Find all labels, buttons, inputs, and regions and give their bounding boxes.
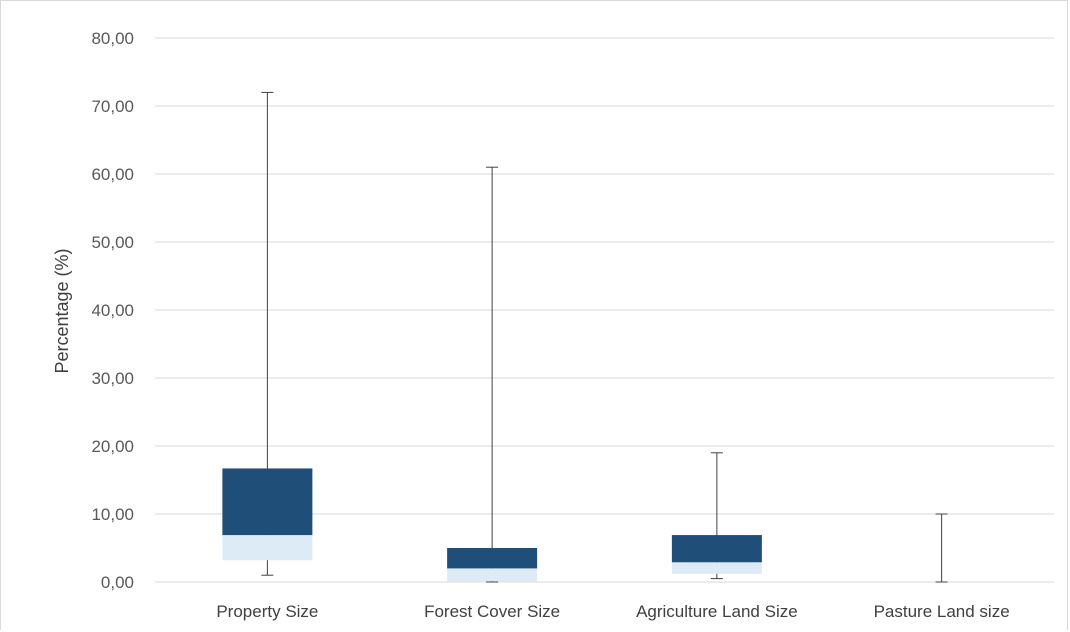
x-category-label: Forest Cover Size bbox=[424, 602, 560, 621]
y-tick-label: 10,00 bbox=[91, 505, 134, 524]
y-tick-label: 70,00 bbox=[91, 97, 134, 116]
y-tick-label: 20,00 bbox=[91, 437, 134, 456]
box-lower-quartile bbox=[447, 568, 538, 582]
box-3 bbox=[671, 452, 762, 580]
x-category-labels: Property Size Forest Cover Size Agricultur… bbox=[216, 602, 1009, 621]
box-4 bbox=[935, 513, 948, 583]
box-lower-quartile bbox=[671, 562, 762, 574]
y-tick-label: 40,00 bbox=[91, 301, 134, 320]
x-category-label: Agriculture Land Size bbox=[636, 602, 798, 621]
box-1 bbox=[222, 91, 313, 576]
x-category-label: Pasture Land size bbox=[874, 602, 1010, 621]
y-tick-label: 50,00 bbox=[91, 233, 134, 252]
y-tick-labels: 0,00 10,00 20,00 30,00 40,00 50,00 60,00 70,00 8… bbox=[91, 29, 134, 592]
y-tick-label: 30,00 bbox=[91, 369, 134, 388]
box-upper-quartile bbox=[671, 535, 762, 563]
x-category-label: Property Size bbox=[216, 602, 318, 621]
box-upper-quartile bbox=[447, 548, 538, 569]
y-tick-label: 60,00 bbox=[91, 165, 134, 184]
y-axis-title: Percentage (%) bbox=[52, 248, 72, 373]
box-series bbox=[222, 91, 948, 583]
box-lower-quartile bbox=[222, 535, 313, 561]
y-tick-label: 0,00 bbox=[101, 573, 134, 592]
box-upper-quartile bbox=[222, 468, 313, 536]
box-2 bbox=[447, 166, 538, 583]
y-tick-label: 80,00 bbox=[91, 29, 134, 48]
